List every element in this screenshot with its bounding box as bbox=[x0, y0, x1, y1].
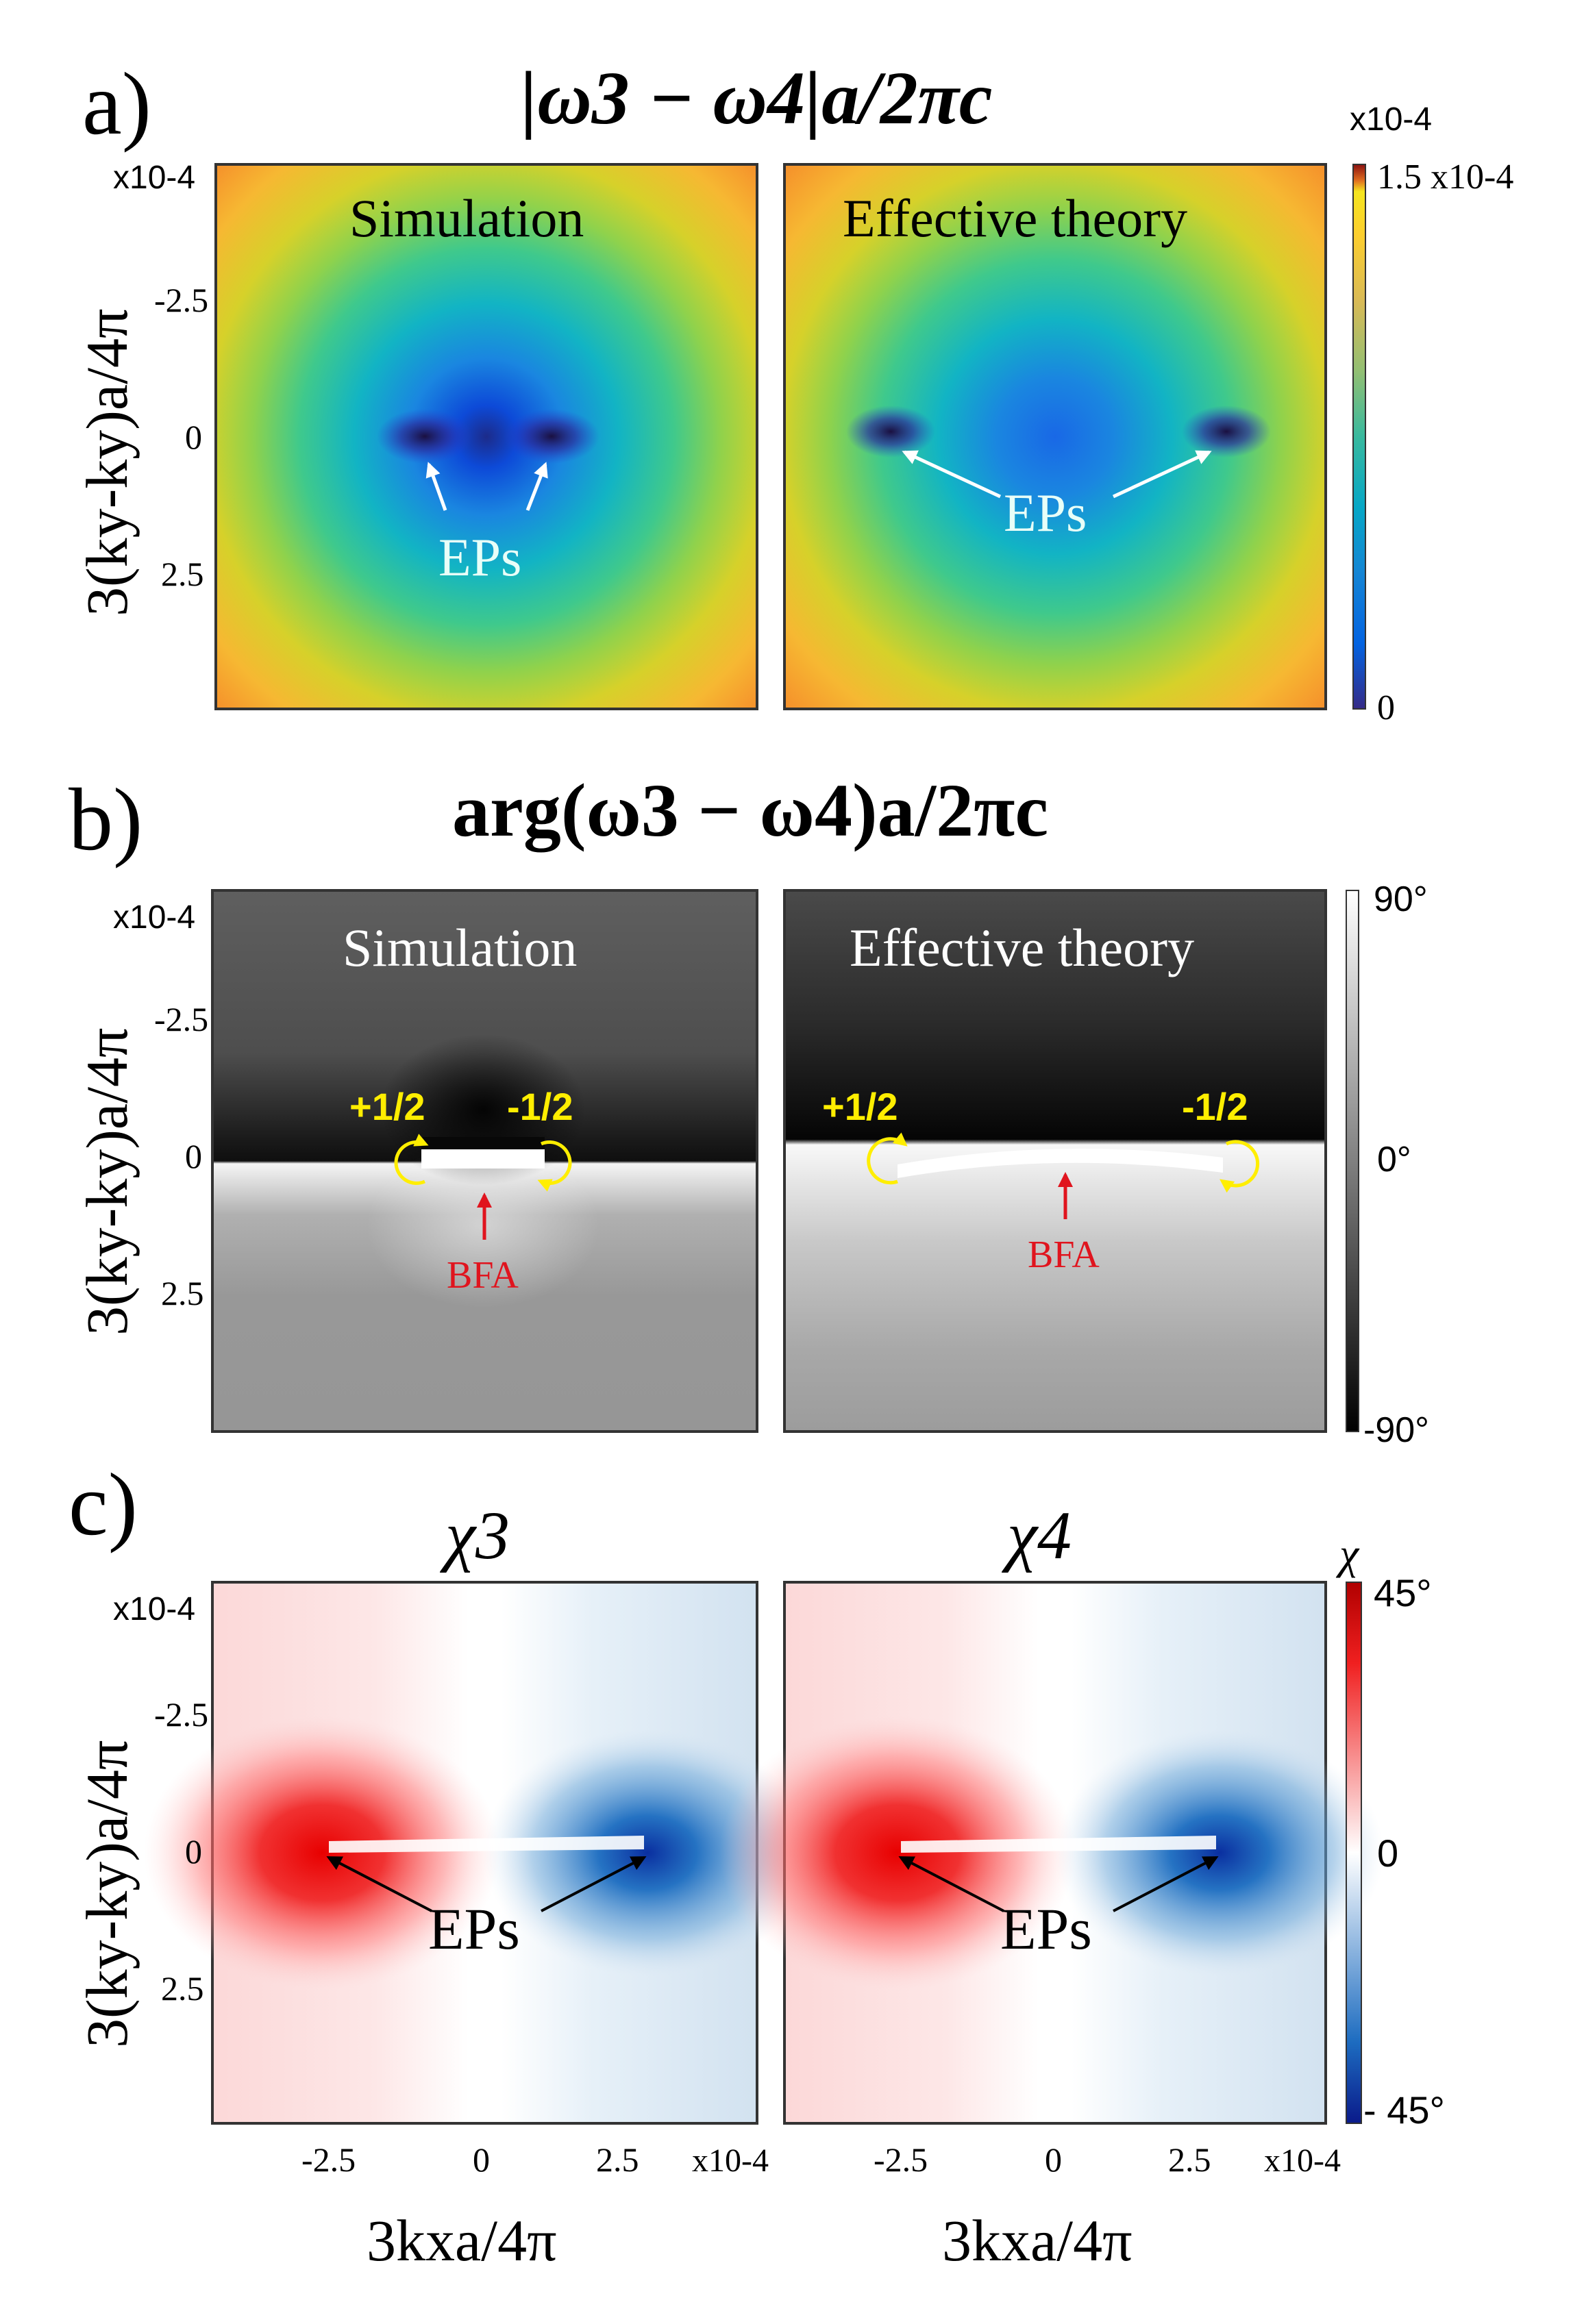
colorbar-max: 45° bbox=[1374, 1571, 1432, 1614]
panel-c-chi3-heatmap: EPs bbox=[144, 1581, 812, 2125]
panel-c-xlabel-right: 3kxa/4π bbox=[942, 2208, 1132, 2273]
panel-c: c) χ3 χ4 x10-4 EPs -2.5 0 2.5 3(ky-ky)a/… bbox=[69, 1455, 1445, 2273]
charge-minus: -1/2 bbox=[1182, 1085, 1248, 1128]
panel-a-eff-ep-label: EPs bbox=[1004, 483, 1087, 542]
winding-arrow-right bbox=[537, 1140, 572, 1192]
x-multiplier: x10-4 bbox=[692, 2142, 769, 2179]
panel-c-x-axis: -2.5 0 2.5 x10-4 -2.5 0 2.5 x10-4 bbox=[301, 2140, 1341, 2179]
y-tick: 0 bbox=[185, 1832, 202, 1871]
panel-c-chi4-ep-label: EPs bbox=[1000, 1896, 1092, 1962]
y-tick: 2.5 bbox=[161, 1969, 204, 2008]
panel-c-y-axis: -2.5 0 2.5 bbox=[154, 1695, 208, 2008]
x-tick: -2.5 bbox=[874, 2140, 928, 2179]
x-tick: 2.5 bbox=[1168, 2140, 1211, 2179]
panel-b-colorbar: 90° 0° -90° bbox=[1346, 879, 1429, 1450]
ep-arrow-left bbox=[425, 462, 447, 511]
charge-minus: -1/2 bbox=[507, 1085, 573, 1128]
ep-arrow-right bbox=[525, 462, 548, 511]
colorbar-max: 1.5 x10-4 bbox=[1377, 158, 1513, 197]
panel-a: a) |ω3 − ω4|a/2πc x10-4 Simulation EPs -… bbox=[74, 55, 1513, 727]
ep-arrow-left bbox=[902, 450, 1002, 499]
x-multiplier: x10-4 bbox=[1264, 2142, 1341, 2179]
colorbar-mid: 0 bbox=[1377, 1832, 1398, 1875]
panel-c-ylabel: 3(ky-ky)a/4π bbox=[74, 1740, 140, 2048]
panel-b-eff-title: Effective theory bbox=[850, 918, 1194, 977]
panel-a-label: a) bbox=[82, 55, 151, 153]
panel-a-sim-ep-label: EPs bbox=[438, 527, 521, 587]
winding-arrow-right bbox=[1220, 1140, 1260, 1193]
panel-a-sim-heatmap: Simulation EPs bbox=[214, 163, 758, 710]
y-tick: 2.5 bbox=[161, 1274, 204, 1312]
panel-b-sim-bfa: BFA bbox=[447, 1254, 519, 1297]
panel-b-ylabel: 3(ky-ky)a/4π bbox=[74, 1028, 140, 1336]
panel-c-chi4-heatmap: EPs bbox=[719, 1581, 1384, 2125]
panel-c-y-multiplier: x10-4 bbox=[113, 1591, 195, 1627]
charge-plus: +1/2 bbox=[349, 1085, 425, 1128]
colorbar-max: 90° bbox=[1374, 879, 1428, 919]
y-tick: 0 bbox=[185, 418, 202, 456]
x-tick: 2.5 bbox=[596, 2140, 639, 2179]
panel-b-sim-heatmap: Simulation +1/2 -1/2 BFA bbox=[211, 889, 758, 1433]
colorbar-min: -90° bbox=[1363, 1410, 1429, 1450]
panel-b-eff-bfa: BFA bbox=[1028, 1234, 1100, 1276]
y-tick: -2.5 bbox=[154, 1000, 208, 1038]
ep-arrow-right bbox=[1113, 1856, 1219, 1912]
ep-arrow-left bbox=[326, 1856, 432, 1912]
panel-c-title-right: χ4 bbox=[1001, 1497, 1072, 1573]
panel-b-y-multiplier: x10-4 bbox=[113, 899, 195, 936]
panel-a-eff-title: Effective theory bbox=[843, 188, 1187, 248]
panel-a-sim-title: Simulation bbox=[349, 188, 584, 248]
panel-b-y-axis: -2.5 0 2.5 bbox=[154, 1000, 208, 1312]
colorbar-mid: 0° bbox=[1377, 1140, 1411, 1179]
y-tick: -2.5 bbox=[154, 281, 208, 319]
x-tick: 0 bbox=[473, 2140, 490, 2179]
colorbar-multiplier: x10-4 bbox=[1350, 101, 1432, 138]
colorbar-symbol: χ bbox=[1335, 1529, 1360, 1578]
charge-plus: +1/2 bbox=[822, 1085, 898, 1128]
y-tick: 0 bbox=[185, 1137, 202, 1175]
ep-arrow-right bbox=[541, 1856, 647, 1912]
panel-b-label: b) bbox=[69, 771, 143, 869]
panel-a-colorbar: x10-4 1.5 x10-4 0 bbox=[1350, 101, 1513, 727]
panel-a-title: |ω3 − ω4|a/2πc bbox=[521, 56, 993, 140]
panel-a-y-axis: -2.5 0 2.5 bbox=[154, 281, 208, 593]
panel-c-label: c) bbox=[69, 1455, 138, 1554]
panel-c-xlabel-left: 3kxa/4π bbox=[367, 2208, 556, 2273]
x-tick: -2.5 bbox=[301, 2140, 356, 2179]
ep-arrow-right bbox=[1112, 450, 1212, 499]
y-tick: 2.5 bbox=[161, 555, 204, 593]
panel-a-eff-heatmap: Effective theory EPs bbox=[783, 163, 1327, 710]
panel-a-y-multiplier: x10-4 bbox=[113, 160, 195, 196]
panel-a-ylabel: 3(ky-ky)a/4π bbox=[74, 309, 140, 616]
x-tick: 0 bbox=[1045, 2140, 1062, 2179]
ep-arrow-left bbox=[898, 1856, 1004, 1912]
winding-arrow-left bbox=[394, 1134, 429, 1185]
colorbar-min: 0 bbox=[1377, 688, 1395, 727]
winding-arrow-left bbox=[867, 1132, 908, 1185]
y-tick: -2.5 bbox=[154, 1695, 208, 1734]
panel-b: b) arg(ω3 − ω4)a/2πc x10-4 Simulation +1… bbox=[69, 769, 1429, 1450]
panel-c-title-left: χ3 bbox=[439, 1497, 510, 1573]
panel-b-sim-title: Simulation bbox=[343, 918, 577, 977]
panel-b-eff-heatmap: Effective theory +1/2 -1/2 BFA bbox=[783, 889, 1327, 1433]
colorbar-min: - 45° bbox=[1363, 2088, 1445, 2132]
panel-c-colorbar: χ 45° 0 - 45° bbox=[1335, 1529, 1445, 2132]
panel-b-title: arg(ω3 − ω4)a/2πc bbox=[452, 769, 1048, 852]
panel-c-chi3-ep-label: EPs bbox=[428, 1896, 520, 1962]
